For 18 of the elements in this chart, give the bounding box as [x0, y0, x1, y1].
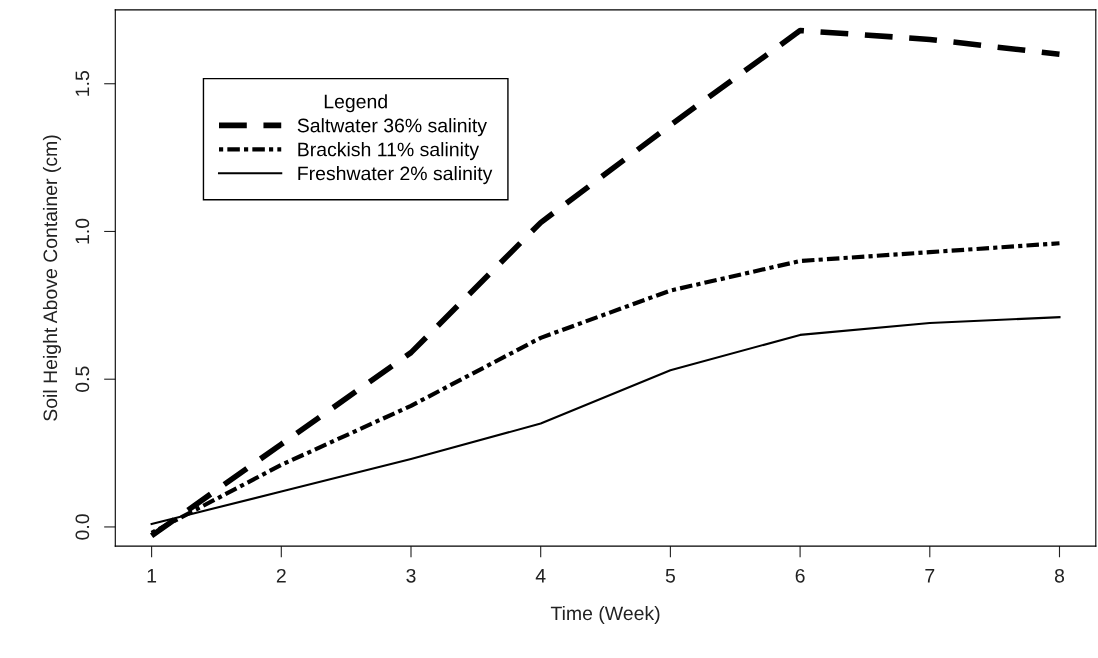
x-tick-label: 1	[147, 569, 157, 583]
x-tick-label: 3	[406, 568, 416, 583]
y-tick-label: 1.5	[75, 71, 90, 96]
x-tick-label: 8	[1054, 568, 1065, 583]
y-tick-label: 1.0	[75, 218, 90, 244]
y-tick-label: 0.0	[75, 514, 90, 540]
y-tick-label: 0.5	[75, 366, 90, 392]
y-axis-title: Soil Height Above Container (cm)	[42, 135, 62, 421]
x-tick-label: 2	[276, 568, 286, 583]
x-tick-label: 4	[535, 569, 546, 583]
legend-label: Saltwater 36% salinity	[297, 118, 487, 137]
x-axis-title: Time (Week)	[550, 605, 660, 625]
legend-title: Legend	[324, 94, 387, 113]
legend-label: Brackish 11% salinity	[298, 142, 480, 161]
legend-label: Freshwater 2% salinity	[298, 166, 493, 185]
x-tick-label: 7	[925, 569, 935, 583]
x-tick-label: 6	[795, 568, 805, 583]
x-tick-label: 5	[665, 569, 675, 583]
